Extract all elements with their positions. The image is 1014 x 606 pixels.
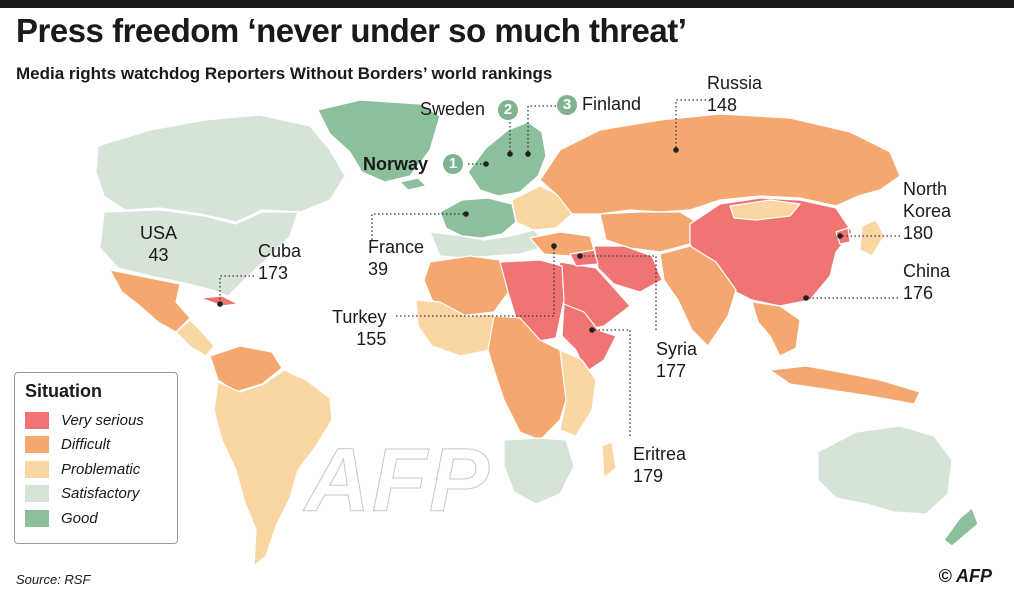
legend-item: Good bbox=[25, 506, 167, 531]
region-cuba bbox=[199, 295, 239, 307]
region-greenland bbox=[317, 99, 441, 183]
map-title: Press freedom ‘never under so much threa… bbox=[16, 12, 687, 49]
marker-france bbox=[463, 211, 469, 217]
region-australia bbox=[817, 425, 953, 515]
label-sweden: Sweden bbox=[420, 99, 486, 119]
rank-badge-finland: 3 bbox=[557, 95, 577, 115]
region-horn-of-africa bbox=[561, 303, 617, 373]
marker-finland bbox=[525, 151, 531, 157]
label-cuba: Cuba 173 bbox=[258, 241, 302, 283]
region-iceland bbox=[399, 177, 427, 191]
region-new-zealand bbox=[943, 507, 979, 547]
legend-swatch bbox=[25, 436, 49, 454]
legend-swatch bbox=[25, 411, 49, 429]
marker-syria bbox=[577, 253, 583, 259]
label-russia: Russia 148 bbox=[707, 73, 763, 115]
legend-swatch bbox=[25, 509, 49, 527]
legend: Situation Very serious Difficult Problem… bbox=[14, 372, 178, 544]
label-syria: Syria 177 bbox=[656, 339, 698, 381]
region-southeast-asia bbox=[751, 301, 801, 357]
marker-sweden bbox=[507, 151, 513, 157]
region-mongolia bbox=[729, 199, 801, 221]
legend-item: Difficult bbox=[25, 433, 167, 458]
legend-item: Very serious bbox=[25, 408, 167, 433]
legend-label: Good bbox=[61, 509, 98, 527]
legend-swatch bbox=[25, 485, 49, 503]
region-iran bbox=[593, 245, 663, 293]
region-canada bbox=[95, 114, 346, 223]
legend-label: Very serious bbox=[61, 411, 144, 429]
leader-line-cuba bbox=[219, 275, 254, 304]
map-subtitle: Media rights watchdog Reporters Without … bbox=[16, 64, 553, 83]
rank-badge-norway: 1 bbox=[443, 154, 463, 174]
region-venezuela-colombia bbox=[209, 345, 283, 393]
marker-china bbox=[803, 295, 809, 301]
legend-item: Satisfactory bbox=[25, 482, 167, 507]
region-western-europe bbox=[439, 197, 517, 239]
region-madagascar bbox=[601, 441, 617, 479]
label-china: China 176 bbox=[903, 261, 951, 303]
region-syria bbox=[569, 249, 599, 267]
legend-swatch bbox=[25, 460, 49, 478]
region-eastern-europe bbox=[511, 185, 573, 231]
region-scandinavia bbox=[467, 121, 547, 197]
region-libya-egypt-sudan bbox=[499, 259, 565, 343]
marker-north-korea bbox=[837, 233, 843, 239]
region-india bbox=[659, 245, 737, 347]
legend-label: Difficult bbox=[61, 436, 111, 454]
region-southern-africa bbox=[503, 437, 575, 505]
afp-watermark: AFP bbox=[305, 431, 491, 532]
region-usa bbox=[99, 209, 299, 297]
region-south-america bbox=[213, 369, 333, 567]
label-france: France 39 bbox=[368, 237, 425, 279]
region-north-africa bbox=[423, 255, 511, 317]
label-usa: USA 43 bbox=[140, 223, 178, 265]
region-east-africa bbox=[559, 349, 597, 437]
top-bar bbox=[0, 0, 1014, 8]
region-mexico bbox=[109, 269, 191, 333]
region-central-africa bbox=[487, 315, 573, 441]
legend-label: Problematic bbox=[61, 460, 141, 478]
region-russia bbox=[539, 113, 901, 215]
source-note: Source: RSF bbox=[16, 572, 91, 587]
label-finland: Finland bbox=[582, 94, 642, 114]
leader-line-france bbox=[371, 213, 466, 240]
label-turkey: Turkey 155 bbox=[332, 307, 387, 349]
legend-label: Satisfactory bbox=[61, 485, 140, 503]
region-indonesia bbox=[769, 365, 921, 405]
rank-badge-sweden: 2 bbox=[498, 100, 518, 120]
region-central-america bbox=[175, 319, 215, 357]
afp-credit: © AFP bbox=[938, 566, 992, 586]
leader-line-syria bbox=[580, 255, 657, 330]
legend-title: Situation bbox=[25, 381, 102, 401]
legend-item: Problematic bbox=[25, 457, 167, 482]
label-eritrea: Eritrea 179 bbox=[633, 444, 687, 486]
marker-russia bbox=[673, 147, 679, 153]
label-norway: Norway bbox=[363, 154, 429, 174]
leader-line-finland bbox=[527, 105, 556, 154]
marker-cuba bbox=[217, 301, 223, 307]
leader-line-turkey bbox=[396, 246, 555, 317]
marker-eritrea bbox=[589, 327, 595, 333]
marker-turkey bbox=[551, 243, 557, 249]
marker-norway bbox=[483, 161, 489, 167]
region-japan bbox=[859, 219, 885, 257]
label-north-korea: North Korea 180 bbox=[903, 179, 952, 243]
